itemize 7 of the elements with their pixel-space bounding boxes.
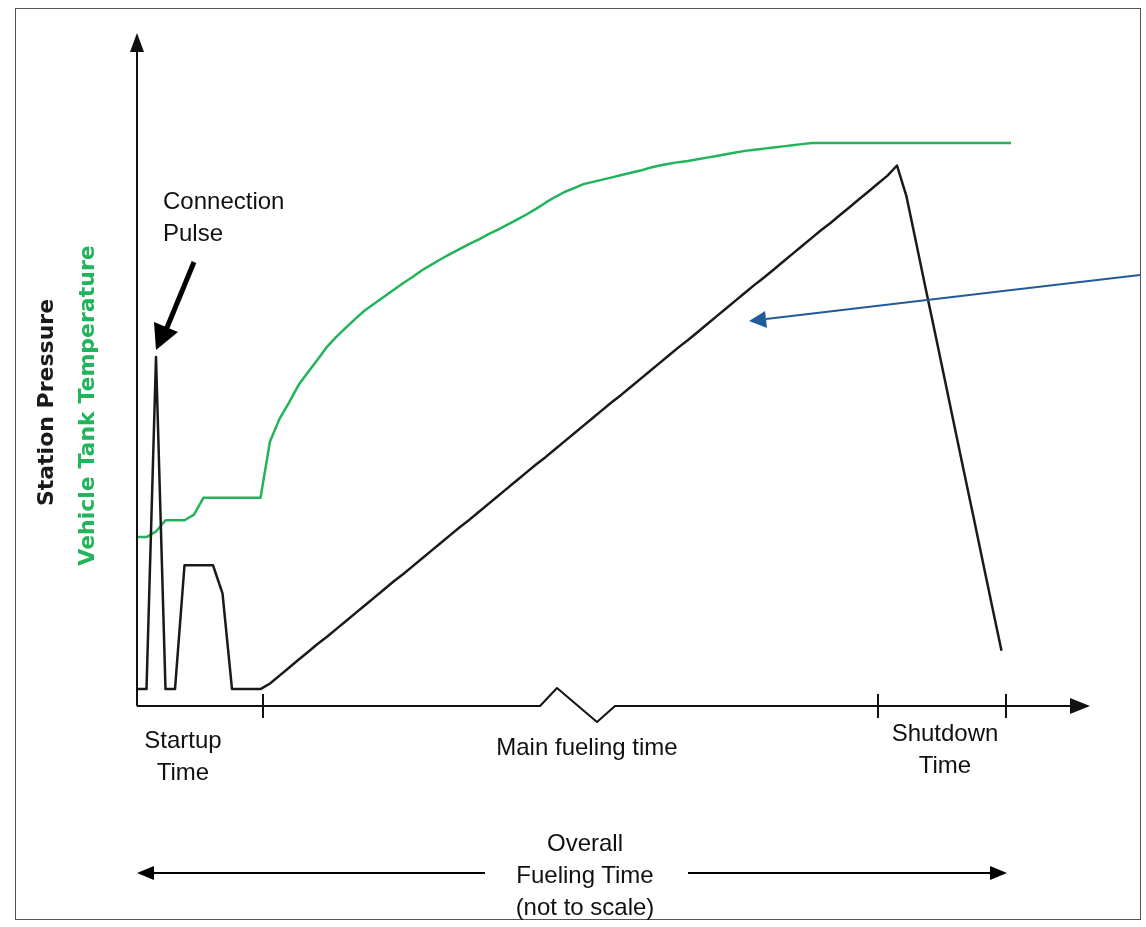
annotation: Connection Pulse: [163, 186, 286, 248]
text: Vehicle Tank Temperature: [73, 244, 99, 566]
text: Station Pressure: [32, 298, 58, 506]
text: Startup Time: [143, 725, 223, 787]
text: Main fueling time: [495, 732, 679, 762]
text: Shutdown Time: [890, 718, 1000, 780]
text: Overall Fueling Time (not to scale): [514, 828, 656, 922]
